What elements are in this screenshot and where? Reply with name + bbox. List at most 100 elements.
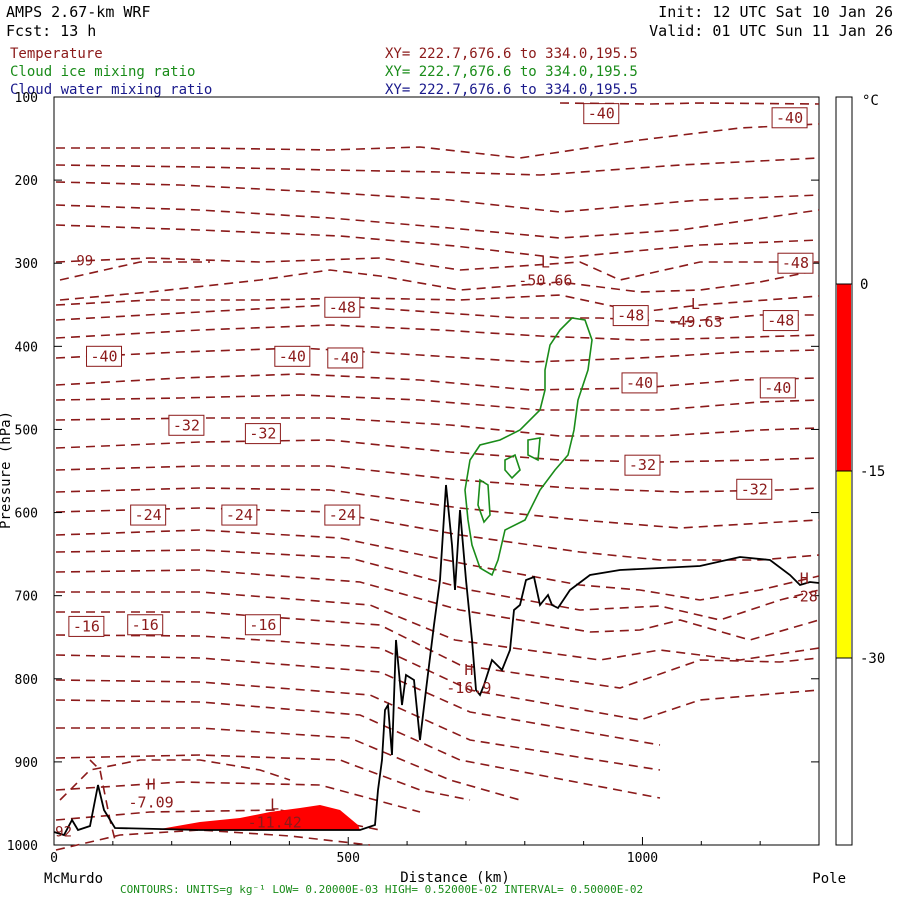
x-axis: 0 500 1000 <box>50 837 761 866</box>
contour-label: -40 <box>764 379 791 397</box>
contour-label-box <box>127 614 164 636</box>
x-tick-label: 0 <box>50 851 58 866</box>
contour-label-box <box>274 345 311 367</box>
x-axis-title: Distance (km) <box>400 870 510 886</box>
x-tick-label: 500 <box>336 851 359 866</box>
plot-frame <box>53 96 820 846</box>
field-cloud-ice-label: Cloud ice mixing ratio <box>10 64 195 80</box>
contour-line <box>55 304 819 323</box>
colorbar-level-label: -30 <box>860 651 885 667</box>
contour-label: -48 <box>782 254 809 272</box>
contour-label-box <box>759 377 796 399</box>
contour-line <box>55 417 820 437</box>
y-tick-label: 400 <box>15 340 38 355</box>
extremum-type: H <box>800 569 809 587</box>
contour-label-box <box>621 372 658 394</box>
contour-label-box <box>771 107 808 129</box>
contour-label: -40 <box>90 347 117 365</box>
contour-line <box>55 569 820 641</box>
right-endpoint-label: Pole <box>812 871 846 887</box>
field-cloud-water-xy: XY= 222.7,676.6 to 334.0,195.5 <box>385 82 638 98</box>
y-tick-label: 700 <box>15 590 38 605</box>
contour-label: -32 <box>173 416 200 434</box>
contour-line <box>56 611 820 689</box>
y-tick-label: 1000 <box>7 839 38 854</box>
contour-line <box>55 549 820 621</box>
contour-label-box <box>324 504 361 526</box>
extremum-type: L <box>541 254 550 272</box>
field-temperature-xy: XY= 222.7,676.6 to 334.0,195.5 <box>385 46 638 62</box>
left-endpoint-label: McMurdo <box>44 871 103 887</box>
field-cloud-ice-xy: XY= 222.7,676.6 to 334.0,195.5 <box>385 64 638 80</box>
contour-label-box <box>583 103 620 125</box>
contour-line <box>55 373 820 391</box>
cloud-ice-contour <box>527 437 541 462</box>
contour-label: -16 <box>132 616 159 634</box>
contour-line <box>55 781 421 813</box>
contour-line <box>55 181 820 213</box>
colorbar-band <box>837 284 851 471</box>
model-title: AMPS 2.67-km WRF <box>6 3 151 21</box>
y-tick-label: 500 <box>15 423 38 438</box>
contour-label-box <box>327 347 364 369</box>
contour-label: -16 <box>73 617 100 635</box>
contour-label: -24 <box>135 506 162 524</box>
extremum-value: -11.42 <box>248 813 302 831</box>
extremum-value: -7.09 <box>129 793 174 811</box>
contour-label-layer: -40 -40 -48 -48 -48 -48 -40 -40 -40 -40 -40 -32 -32 -… <box>55 103 818 841</box>
contour-line <box>55 487 820 529</box>
contour-label-box <box>324 296 361 318</box>
contour-line <box>56 123 820 159</box>
contour-line <box>56 591 820 661</box>
contour-line <box>55 829 371 851</box>
contour-label-box <box>221 504 258 526</box>
cloud-ice-contour <box>464 317 593 577</box>
contour-label: -32 <box>629 456 656 474</box>
contour-label: -48 <box>767 312 794 330</box>
forecast-hour: Fcst: 13 h <box>6 22 96 40</box>
y-tick-label: 900 <box>15 756 38 771</box>
extremum-type: H <box>464 661 473 679</box>
contour-line <box>55 679 661 771</box>
extremum-value: -16.9 <box>446 679 491 697</box>
valid-time: Valid: 01 UTC Sun 11 Jan 26 <box>649 22 893 40</box>
contour-line <box>59 269 820 301</box>
field-temperature-label: Temperature <box>10 46 103 62</box>
extremum-type: L <box>270 795 279 813</box>
contour-label: -40 <box>626 374 653 392</box>
y-axis-title: Pressure (hPa) <box>0 411 14 529</box>
colorbar-unit: °C <box>862 93 879 109</box>
contour-label: -40 <box>279 347 306 365</box>
contour-line <box>55 754 471 801</box>
extremum-type: L <box>691 295 700 313</box>
contour-label: -40 <box>332 349 359 367</box>
contour-info: CONTOURS: UNITS=g kg⁻¹ LOW= 0.20000E-03 … <box>120 883 643 896</box>
contour-label-box <box>612 305 649 327</box>
colorbar-level-label: 0 <box>860 277 868 293</box>
contour-line <box>55 257 819 281</box>
y-axis: 100 200 300 400 500 600 700 800 900 1000 <box>7 91 819 854</box>
y-tick-label: 100 <box>15 91 38 106</box>
contour-line <box>55 529 820 601</box>
contour-line <box>55 224 820 259</box>
edge-contour-value: 99 <box>76 254 93 270</box>
extremum-value: -28 <box>791 587 818 605</box>
edge-contour-value: 92 <box>55 825 72 841</box>
cloud-ice-contours <box>464 317 593 577</box>
contour-label-box <box>244 614 281 636</box>
contour-line <box>55 394 820 411</box>
contour-label-box <box>762 310 799 332</box>
contour-label: -24 <box>329 506 356 524</box>
contour-label: -40 <box>588 105 615 123</box>
contour-label: -32 <box>249 425 276 443</box>
contour-line <box>55 324 820 341</box>
contour-line <box>55 634 820 721</box>
y-tick-label: 600 <box>15 507 38 522</box>
contour-label-box <box>130 504 167 526</box>
colorbar-level-label: -15 <box>860 464 885 480</box>
field-cloud-water-label: Cloud water mixing ratio <box>10 82 212 98</box>
contour-line <box>55 347 820 363</box>
x-tick-label: 1000 <box>627 851 658 866</box>
contour-label-box <box>86 345 123 367</box>
